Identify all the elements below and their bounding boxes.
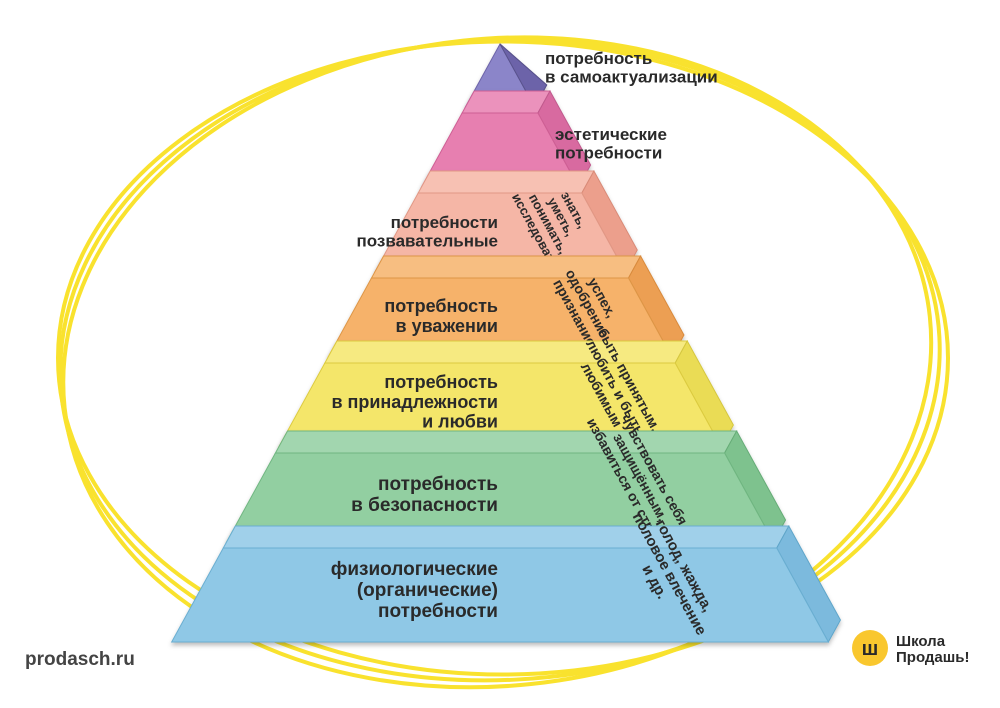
svg-text:ш: ш bbox=[862, 638, 879, 660]
pyramid-level-6 bbox=[172, 526, 841, 642]
brand-line2: Продашь! bbox=[896, 649, 970, 666]
level-1-main-label: эстетическиепотребности bbox=[555, 125, 667, 163]
level-3-main-label: потребностьв уважении bbox=[384, 296, 498, 336]
level-2-main-label: потребностипозвавательные bbox=[356, 213, 498, 251]
brand-line1: Школа bbox=[896, 633, 946, 650]
pyramid-infographic: потребностьв самоактуализации эстетически… bbox=[0, 0, 1000, 708]
brand-logo: ш bbox=[852, 630, 888, 666]
site-url: prodasch.ru bbox=[25, 649, 135, 670]
level-0-main-label: потребностьв самоактуализации bbox=[545, 49, 718, 87]
pyramid-level-5 bbox=[227, 431, 786, 542]
